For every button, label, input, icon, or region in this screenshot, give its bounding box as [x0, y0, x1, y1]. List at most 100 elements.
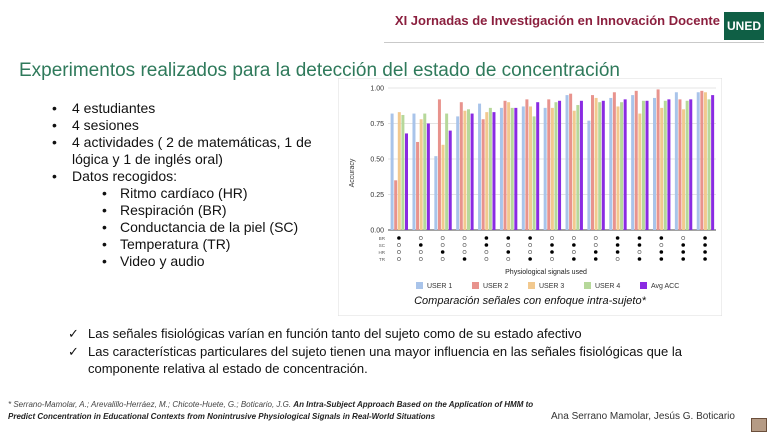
signal-unused-dot	[550, 236, 554, 240]
legend-swatch	[472, 282, 479, 289]
signal-used-dot	[681, 257, 685, 261]
signal-used-dot	[397, 236, 401, 240]
signal-used-dot	[572, 243, 576, 247]
bar-user-3	[397, 112, 401, 230]
bar-user-1	[434, 156, 438, 230]
signal-unused-dot	[418, 236, 423, 240]
signal-used-dot	[462, 257, 467, 261]
signal-used-dot	[550, 243, 554, 247]
signal-unused-dot	[484, 257, 489, 261]
signal-used-dot	[528, 236, 532, 240]
bar-user-2	[416, 141, 420, 230]
bar-user-3	[616, 106, 620, 230]
bar-user-1	[456, 116, 460, 230]
signal-unused-dot	[593, 236, 598, 240]
signal-row-label: SC	[379, 243, 386, 248]
bar-user-1	[696, 92, 700, 230]
bar-avg-acc	[448, 130, 452, 230]
signal-used-dot	[703, 257, 707, 261]
bar-user-1	[609, 97, 613, 230]
signal-unused-dot	[571, 236, 576, 240]
signal-used-dot	[615, 250, 620, 254]
legend-label: Avg ACC	[651, 283, 679, 290]
signal-unused-dot	[571, 250, 576, 254]
bar-user-4	[532, 116, 536, 230]
bar-user-3	[703, 92, 707, 230]
signal-row-label: BR	[379, 236, 386, 241]
bar-user-3	[682, 109, 686, 230]
signal-unused-dot	[615, 257, 620, 261]
bar-user-2	[656, 89, 660, 230]
uned-logo: UNED	[724, 12, 764, 40]
list-item: 4 actividades ( 2 de matemáticas, 1 de l…	[52, 134, 342, 168]
bar-user-4	[707, 99, 711, 230]
bar-user-3	[507, 102, 511, 230]
y-tick-label: 0.75	[370, 121, 384, 128]
sub-list-item: Conductancia de la piel (SC)	[72, 219, 342, 236]
signal-row-label: HR	[379, 250, 386, 255]
signal-used-dot	[484, 243, 489, 247]
bar-user-1	[543, 107, 547, 230]
signal-unused-dot	[506, 257, 511, 261]
legend-swatch	[584, 282, 591, 289]
signal-used-dot	[615, 236, 620, 240]
signal-unused-dot	[397, 257, 401, 261]
sub-list-item: Video y audio	[72, 253, 342, 270]
signal-used-dot	[659, 250, 664, 254]
bar-user-4	[598, 102, 602, 230]
bar-user-4	[554, 102, 558, 230]
bar-user-4	[576, 105, 580, 230]
signal-unused-dot	[397, 243, 401, 247]
signal-unused-dot	[659, 243, 664, 247]
bar-user-2	[700, 90, 704, 230]
bar-user-2	[394, 180, 398, 230]
signal-unused-dot	[418, 250, 423, 254]
bar-avg-acc	[667, 99, 671, 230]
bar-user-4	[685, 100, 689, 230]
bar-user-2	[678, 99, 682, 230]
signal-used-dot	[681, 243, 685, 247]
bar-user-4	[620, 102, 624, 230]
bar-user-3	[572, 110, 576, 230]
chart-bars	[390, 89, 715, 231]
bar-user-3	[463, 110, 467, 230]
signal-unused-dot	[397, 250, 401, 254]
legend-label: USER 1	[427, 283, 452, 290]
presenter-thumbnail	[751, 418, 767, 432]
signal-used-dot	[637, 257, 642, 261]
bar-user-2	[459, 102, 463, 230]
chart-caption: Comparación señales con enfoque intra-su…	[414, 295, 646, 307]
signal-unused-dot	[462, 243, 467, 247]
bar-user-1	[674, 92, 678, 230]
reference-footnote: * Serrano-Mamolar, A.; Arevalillo-Herráe…	[8, 399, 548, 423]
sub-list-item: Ritmo cardíaco (HR)	[72, 185, 342, 202]
x-axis-label: Physiological signals used	[505, 269, 587, 276]
signal-used-dot	[440, 250, 445, 254]
signal-unused-dot	[440, 243, 445, 247]
signal-unused-dot	[550, 257, 554, 261]
bar-user-1	[631, 95, 635, 230]
signal-used-dot	[593, 250, 598, 254]
signal-used-dot	[528, 257, 532, 261]
bar-user-3	[419, 119, 423, 230]
conclusion-text: Las características particulares del suj…	[88, 344, 682, 376]
bar-user-4	[401, 114, 405, 230]
signal-unused-dot	[528, 243, 533, 247]
signal-row-label: TR	[379, 257, 386, 262]
bar-user-3	[638, 113, 642, 230]
bar-user-4	[488, 107, 492, 230]
bar-avg-acc	[601, 100, 605, 230]
bar-avg-acc	[426, 123, 430, 230]
bar-user-4	[641, 100, 645, 230]
y-tick-label: 1.00	[370, 86, 384, 93]
bar-user-1	[565, 95, 569, 230]
signal-unused-dot	[528, 250, 533, 254]
bar-avg-acc	[536, 102, 540, 230]
signal-unused-dot	[593, 243, 598, 247]
accuracy-bar-chart: Accuracy Physiological signals used 0.00…	[338, 78, 722, 316]
y-tick-label: 0.00	[370, 228, 384, 235]
bar-user-2	[503, 100, 507, 230]
signal-used-dot	[593, 257, 598, 261]
bar-user-3	[550, 107, 554, 230]
bar-user-4	[423, 113, 427, 230]
